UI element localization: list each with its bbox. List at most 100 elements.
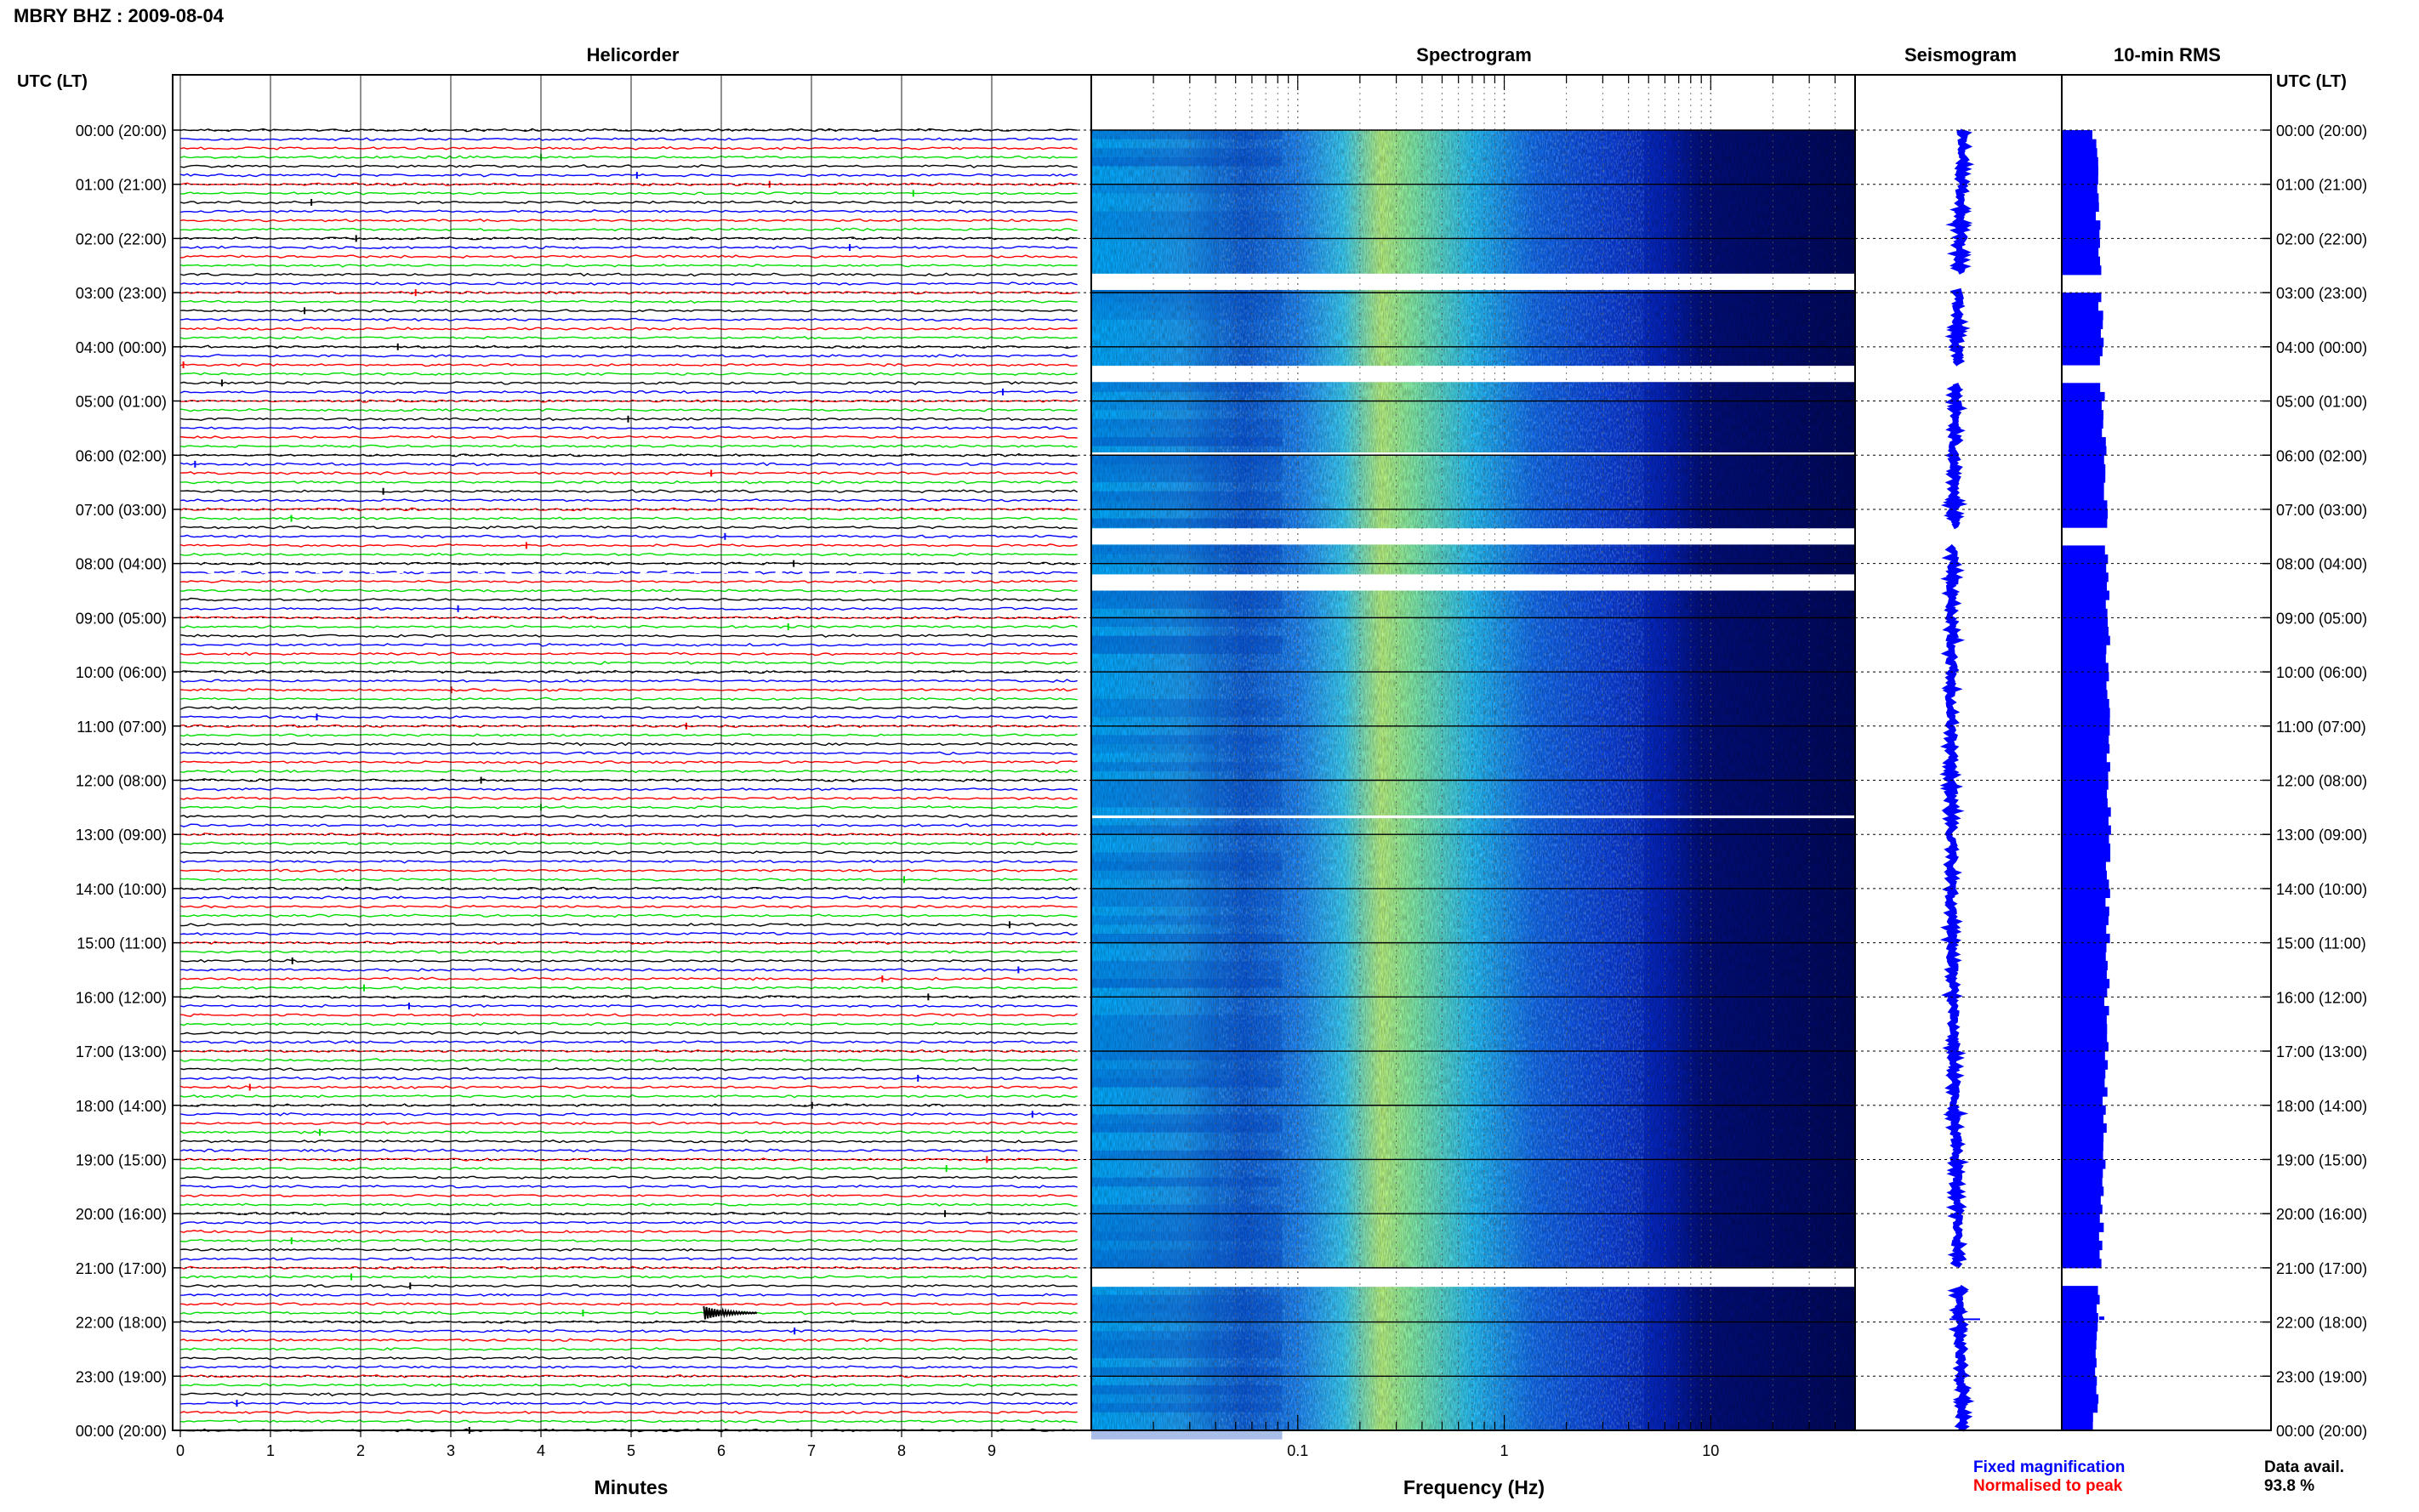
spectrogram-band — [1091, 1150, 1283, 1160]
time-label-left: 19:00 (15:00) — [76, 1151, 167, 1168]
helicorder-gap — [369, 570, 377, 574]
rms-bar — [2062, 617, 2109, 628]
time-label-left: 04:00 (00:00) — [76, 339, 167, 356]
spectrogram-band — [1091, 1204, 1283, 1214]
helicorder-trace — [179, 264, 1078, 268]
time-label-left: 01:00 (21:00) — [76, 177, 167, 194]
rms-bar — [2062, 960, 2108, 970]
helicorder-gap — [748, 570, 755, 574]
helicorder-trace — [179, 814, 1078, 819]
helicorder-gap — [748, 447, 755, 452]
rms-bar — [2062, 545, 2105, 555]
helicorder-trace — [179, 354, 1078, 358]
rms-bar — [2062, 247, 2099, 258]
rms-bar — [2062, 1032, 2108, 1043]
helicorder-gap — [965, 447, 972, 452]
time-label-right: 23:00 (19:00) — [2276, 1368, 2367, 1385]
rms-bar — [2062, 762, 2110, 772]
rms-bar — [2062, 1286, 2098, 1296]
rms-bar — [2062, 915, 2109, 925]
helicorder-trace — [179, 1248, 1078, 1252]
rms-bar — [2062, 1114, 2103, 1124]
rms-bar — [2062, 139, 2097, 149]
rms-bar — [2062, 672, 2109, 682]
helicorder-trace — [179, 1238, 1078, 1243]
spectrogram-panel — [1090, 75, 1856, 1440]
rms-bar — [2062, 1421, 2093, 1431]
helicorder-trace — [179, 336, 1078, 340]
rms-bar — [2062, 1123, 2107, 1134]
spectrogram-band — [1091, 401, 1283, 411]
spectrogram-band — [1091, 1060, 1283, 1070]
helicorder-gap — [504, 447, 512, 452]
rms-bar — [2062, 1231, 2099, 1242]
helicorder-trace — [179, 498, 1078, 503]
spectrogram-gap — [1091, 815, 1856, 819]
helicorder-trace — [179, 1193, 1078, 1198]
time-label-right: 19:00 (15:00) — [2276, 1151, 2367, 1168]
rms-bar — [2062, 852, 2111, 862]
rms-bar — [2062, 1168, 2103, 1179]
helicorder-trace — [179, 1166, 1078, 1171]
rms-bar — [2062, 680, 2107, 691]
rms-bar — [2062, 653, 2106, 663]
helicorder-trace — [179, 317, 1078, 322]
helicorder-trace — [179, 1085, 1078, 1089]
time-label-left: 20:00 (16:00) — [76, 1206, 167, 1223]
helicorder-gap — [477, 447, 485, 452]
helicorder-trace — [179, 1130, 1078, 1134]
helicorder-xlabel: Minutes — [595, 1476, 669, 1498]
helicorder-gap — [640, 570, 647, 574]
rms-bar — [2062, 410, 2104, 420]
rms-bar — [2062, 572, 2109, 583]
rms-bar — [2062, 1087, 2108, 1097]
helicorder-trace — [179, 435, 1078, 440]
rms-bar — [2062, 130, 2093, 140]
helicorder-trace — [179, 1356, 1078, 1361]
helicorder-trace — [179, 272, 1078, 277]
rms-bar — [2062, 1024, 2108, 1034]
time-label-left: 17:00 (13:00) — [76, 1043, 167, 1060]
helicorder-trace — [179, 372, 1078, 377]
rms-bar — [2062, 1241, 2103, 1251]
helicorder-trace — [179, 1329, 1078, 1333]
helicorder-trace — [179, 200, 1078, 205]
spectrogram-band — [1091, 897, 1283, 907]
time-label-left: 15:00 (11:00) — [77, 935, 167, 952]
helicorder-trace — [179, 173, 1078, 178]
helicorder-trace — [179, 552, 1078, 557]
helicorder-trace — [179, 904, 1078, 909]
rms-bar — [2062, 942, 2107, 952]
helicorder-trace — [179, 751, 1078, 755]
helicorder-trace — [179, 679, 1078, 683]
helicorder-gap — [992, 570, 999, 574]
helicorder-trace — [179, 1392, 1078, 1396]
time-label-right: 17:00 (13:00) — [2276, 1043, 2367, 1060]
spectrogram-band — [1091, 1241, 1283, 1250]
helicorder-trace — [179, 1021, 1078, 1026]
helicorder-trace — [179, 164, 1078, 168]
helicorder-tick-label: 9 — [988, 1442, 996, 1459]
spectrogram-band — [1091, 1231, 1283, 1242]
spectrogram-band — [1091, 934, 1283, 943]
helicorder-gap — [802, 447, 810, 452]
spectrogram-band — [1091, 211, 1283, 221]
rms-bar — [2062, 662, 2109, 673]
helicorder-trace — [179, 877, 1078, 882]
rms-bar — [2062, 518, 2108, 528]
helicorder-trace — [179, 841, 1078, 846]
rms-bar — [2062, 184, 2097, 194]
rms-bar — [2062, 1186, 2104, 1197]
time-label-left: 21:00 (17:00) — [76, 1260, 167, 1277]
helicorder-trace — [179, 787, 1078, 792]
panel-frame — [2061, 74, 2272, 1431]
time-label-right: 12:00 (08:00) — [2276, 773, 2367, 790]
time-label-right: 11:00 (07:00) — [2276, 719, 2366, 736]
helicorder-gap — [937, 447, 945, 452]
helicorder-trace — [179, 976, 1078, 981]
helicorder-trace — [179, 1103, 1078, 1108]
rms-bar — [2062, 1294, 2100, 1305]
rms-bar — [2062, 175, 2098, 185]
helicorder-trace — [179, 1310, 1078, 1316]
helicorder-gap — [234, 447, 242, 452]
